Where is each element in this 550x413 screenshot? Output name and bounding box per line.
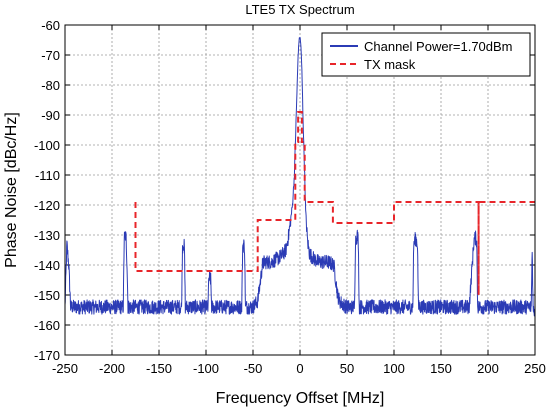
x-tick-label: -50: [244, 361, 263, 376]
y-tick-label: -130: [34, 228, 60, 243]
y-axis-title: Phase Noise [dBc/Hz]: [3, 112, 20, 268]
legend: Channel Power=1.70dBm TX mask: [321, 32, 531, 77]
y-tick-label: -170: [34, 348, 60, 363]
y-tick-label: -120: [34, 198, 60, 213]
y-axis: -60 -70 -80 -90 -100 -110 -120 -130 -140 -150 -160…: [34, 18, 535, 363]
x-tick-label: 50: [340, 361, 354, 376]
y-tick-label: -110: [35, 168, 60, 183]
x-tick-label: 100: [383, 361, 405, 376]
y-tick-label: -150: [34, 288, 60, 303]
grid: [65, 25, 535, 355]
x-tick-label: -200: [99, 361, 125, 376]
x-tick-label: 150: [430, 361, 452, 376]
x-tick-label: -150: [146, 361, 172, 376]
x-tick-label: -100: [193, 361, 219, 376]
y-tick-label: -140: [34, 258, 60, 273]
plot-frame: [64, 24, 536, 356]
series-line-channel-power: [64, 36, 536, 317]
x-tick-label: -250: [52, 361, 78, 376]
x-tick-label: 0: [296, 361, 303, 376]
x-axis: -250 -200 -150 -100 -50 0 50 100 150 200 250: [52, 25, 546, 376]
y-tick-label: -70: [41, 48, 60, 63]
y-tick-label: -60: [41, 18, 60, 33]
x-tick-label: 250: [524, 361, 546, 376]
x-tick-label: 200: [477, 361, 499, 376]
y-tick-label: -80: [41, 78, 60, 93]
legend-label-tx-mask: TX mask: [364, 57, 416, 72]
y-tick-label: -160: [34, 318, 60, 333]
x-axis-title: Frequency Offset [MHz]: [216, 390, 385, 407]
legend-box: [321, 32, 531, 77]
series-line-tx-mask: [134, 111, 535, 295]
legend-label-channel-power: Channel Power=1.70dBm: [364, 39, 513, 54]
y-tick-label: -90: [41, 108, 60, 123]
plot-lines: [64, 36, 536, 317]
y-tick-label: -100: [34, 138, 60, 153]
chart-title: LTE5 TX Spectrum: [245, 2, 354, 17]
